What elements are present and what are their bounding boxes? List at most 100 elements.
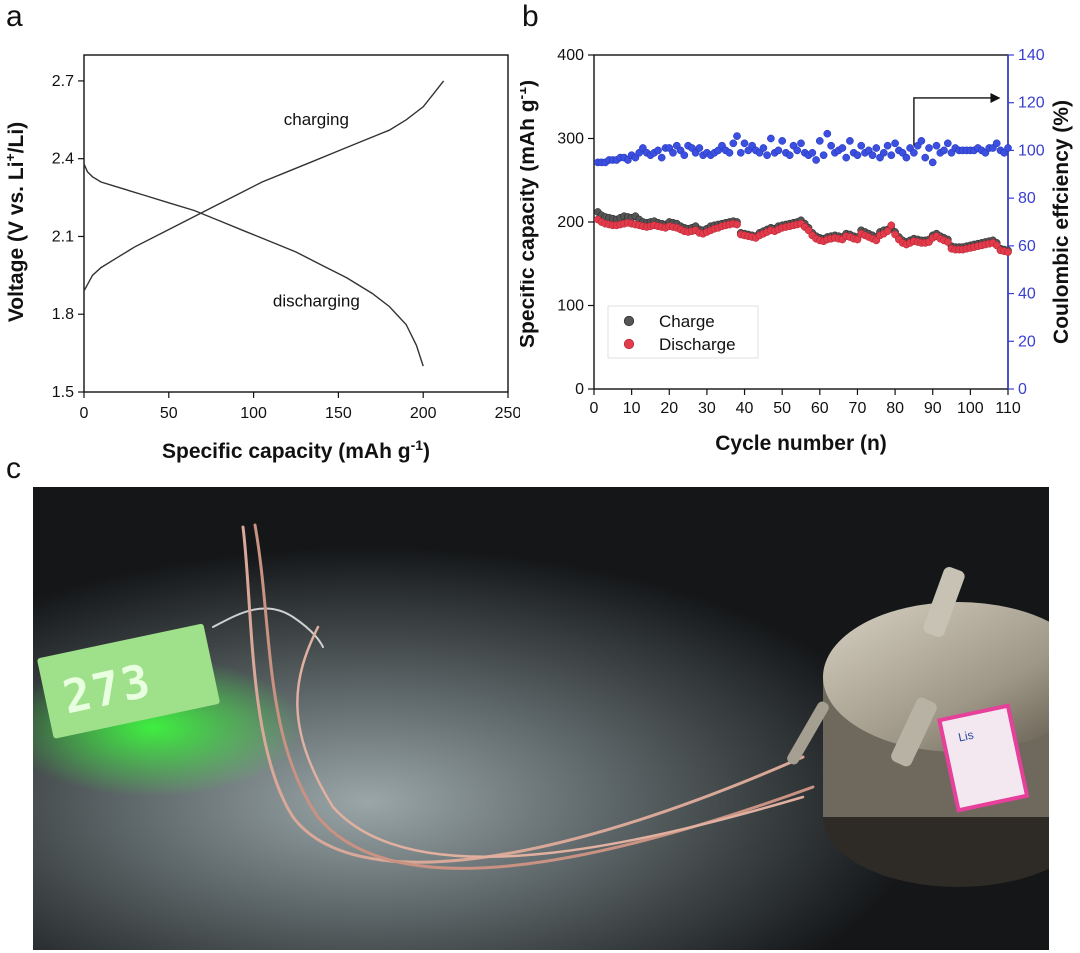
chart-a-xtick-label: 0 [80, 405, 89, 422]
annotation-discharging: discharging [273, 291, 360, 310]
chart-b-xtick-label: 30 [698, 400, 716, 417]
chart-b-point-discharge [1004, 248, 1012, 256]
chart-b-point-discharge [853, 235, 862, 244]
chart-b-point-coulombic-efficiency [992, 139, 1001, 148]
chart-b-point-coulombic-efficiency [827, 141, 835, 150]
chart-b-legend: Charge Discharge [607, 305, 759, 359]
chart-b-point-coulombic-efficiency [736, 148, 745, 157]
chart-a-xtick-label: 200 [410, 405, 437, 422]
chart-b-xtick-label: 60 [811, 400, 829, 417]
chart-b-point-coulombic-efficiency [921, 153, 930, 162]
chart-b-point-coulombic-efficiency [902, 153, 911, 162]
annotation-charging: charging [284, 110, 349, 129]
chart-b-xtick-label: 10 [623, 400, 641, 417]
chart-b-point-coulombic-efficiency [680, 151, 689, 160]
chart-b-ytick-left-label: 400 [557, 47, 584, 64]
chart-b-ytick-left-label: 300 [557, 131, 584, 148]
chart-b-point-coulombic-efficiency [774, 146, 783, 155]
chart-b-xtick-label: 20 [660, 400, 678, 417]
chart-b-point-coulombic-efficiency [940, 146, 948, 155]
chart-b-point-coulombic-efficiency [883, 141, 892, 150]
chart-a-ytick-label: 1.5 [52, 384, 74, 401]
cell-label-sticker [937, 703, 1030, 813]
chart-b-point-discharge [804, 226, 813, 235]
chart-b-point-coulombic-efficiency [797, 139, 805, 148]
chart-b-ylabel-right: Coulombic effciency (%) [1050, 100, 1073, 344]
chart-b-point-coulombic-efficiency [759, 144, 768, 152]
chart-b-ytick-right-label: 40 [1018, 286, 1036, 303]
chart-a-line-charging [83, 80, 445, 292]
battery-test-cell: Lis [787, 567, 1049, 887]
chart-b-point-coulombic-efficiency [657, 153, 666, 162]
cell-label-text: Lis [957, 728, 975, 745]
chart-a-ytick-label: 2.4 [52, 151, 74, 168]
chart-b-point-coulombic-efficiency [654, 146, 662, 155]
chart-b-cycling: 0 10 20 30 40 50 60 70 80 90 100 110 0 100 200 300 400 0 2… [520, 47, 1073, 455]
chart-b-point-coulombic-efficiency [669, 148, 677, 157]
chart-b-point-coulombic-efficiency [846, 137, 854, 145]
legend-marker-charge [623, 315, 635, 327]
chart-a-xtick-label: 50 [160, 405, 178, 422]
chart-b-point-coulombic-efficiency [868, 151, 877, 160]
chart-a-xtick-label: 150 [325, 405, 352, 422]
chart-b-point-coulombic-efficiency [842, 153, 851, 162]
chart-b-xtick-label: 90 [924, 400, 942, 417]
chart-b-point-coulombic-efficiency [763, 151, 771, 160]
chart-b-xlabel: Cycle number (n) [715, 432, 887, 455]
photo-led-demo: 273 Lis [33, 487, 1049, 950]
chart-b-xtick-label: 40 [736, 400, 754, 417]
chart-a-ytick-label: 2.1 [52, 228, 74, 245]
chart-b-point-coulombic-efficiency [943, 139, 952, 148]
chart-b-point-coulombic-efficiency [725, 148, 734, 157]
chart-b-arrow-line [913, 97, 993, 146]
legend-label-charge: Charge [659, 312, 715, 331]
chart-b-point-discharge [733, 220, 741, 229]
chart-b-ytick-right-label: 100 [1018, 142, 1045, 159]
panel-label-c: c [6, 452, 21, 485]
chart-b-point-coulombic-efficiency [808, 148, 817, 157]
legend-marker-discharge [623, 338, 635, 350]
chart-b-point-coulombic-efficiency [928, 158, 937, 167]
chart-b-point-coulombic-efficiency [857, 141, 866, 150]
chart-b-point-coulombic-efficiency [819, 151, 828, 160]
chart-a-ytick-label: 1.8 [52, 306, 74, 323]
chart-a-line-discharging [83, 163, 424, 367]
chart-b-ytick-right-label: 80 [1018, 190, 1036, 207]
chart-b-point-coulombic-efficiency [733, 132, 741, 140]
chart-b-ytick-left-label: 100 [557, 298, 584, 315]
chart-b-xtick-label: 100 [957, 400, 984, 417]
chart-b-xtick-label: 110 [995, 400, 1021, 417]
connecting-wires [212, 523, 815, 870]
chart-b-point-coulombic-efficiency [932, 141, 941, 150]
chart-a-ytick-label: 2.7 [52, 73, 74, 90]
chart-b-point-discharge [887, 221, 896, 230]
chart-b-arrow-head [990, 92, 1001, 103]
chart-b-ytick-right-label: 60 [1018, 238, 1036, 255]
chart-b-ytick-left-label: 0 [575, 381, 584, 398]
chart-b-point-discharge [943, 238, 952, 246]
legend-label-discharge: Discharge [659, 335, 736, 354]
chart-b-point-coulombic-efficiency [853, 151, 862, 160]
chart-b-point-coulombic-efficiency [891, 139, 899, 148]
chart-b-point-coulombic-efficiency [785, 151, 794, 160]
panel-label-a: a [6, 0, 23, 33]
led-display-board: 273 [37, 623, 220, 739]
chart-b-ytick-right-label: 120 [1018, 95, 1045, 112]
chart-b-point-coulombic-efficiency [695, 144, 704, 152]
chart-a-frame [83, 54, 509, 393]
chart-b-point-coulombic-efficiency [729, 139, 738, 148]
chart-b-point-discharge [883, 227, 892, 236]
chart-b-point-coulombic-efficiency [793, 146, 802, 155]
chart-b-point-coulombic-efficiency [823, 129, 832, 138]
chart-b-point-coulombic-efficiency [838, 144, 847, 152]
chart-b-point-coulombic-efficiency [812, 156, 820, 164]
chart-b-point-coulombic-efficiency [910, 148, 918, 157]
panel-label-b: b [522, 0, 539, 33]
chart-b-point-coulombic-efficiency [917, 137, 926, 145]
chart-b-point-coulombic-efficiency [879, 148, 888, 157]
chart-b-point-coulombic-efficiency [740, 139, 749, 148]
chart-a-ylabel: Voltage (V vs. Li+/Li) [2, 122, 28, 322]
chart-b-ytick-right-label: 140 [1018, 47, 1045, 64]
chart-b-xtick-label: 50 [773, 400, 791, 417]
